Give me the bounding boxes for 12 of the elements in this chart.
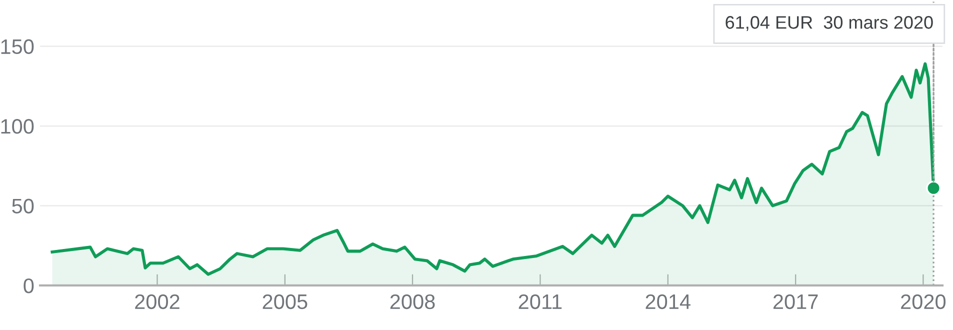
- x-tick-label: 2005: [262, 294, 308, 310]
- y-tick-label: 100: [1, 119, 34, 134]
- x-tick-label: 2008: [390, 294, 435, 310]
- x-tick-label: 2017: [773, 294, 818, 310]
- x-tick-label: 2011: [518, 294, 562, 310]
- x-tick-label: 2020: [901, 294, 946, 310]
- x-tick-label: 2002: [135, 294, 180, 310]
- annotation: 61,04 EUR 30 mars 2020: [726, 16, 933, 31]
- y-tick-label: 150: [1, 39, 34, 54]
- y-tick-label: 50: [12, 198, 34, 214]
- y-tick-label: 0: [24, 278, 34, 294]
- x-tick-label: 2014: [646, 294, 690, 310]
